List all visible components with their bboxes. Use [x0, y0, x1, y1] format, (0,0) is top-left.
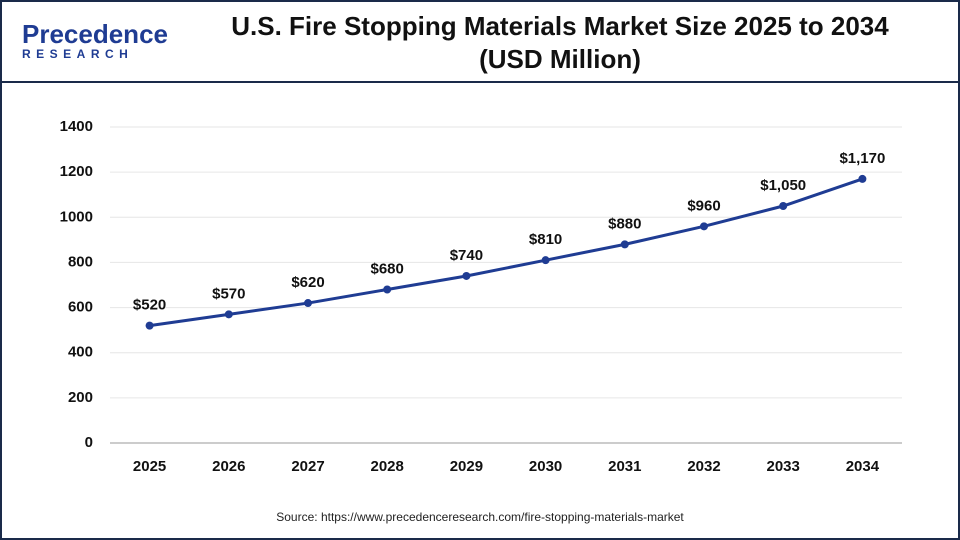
brand-sub: RESEARCH — [22, 47, 133, 61]
x-tick-label: 2026 — [212, 458, 245, 475]
y-tick-label: 0 — [85, 434, 93, 451]
x-tick-label: 2034 — [846, 458, 880, 475]
x-tick-label: 2032 — [687, 458, 720, 475]
y-tick-label: 800 — [68, 253, 93, 270]
y-tick-label: 400 — [68, 344, 93, 361]
data-label: $960 — [687, 197, 720, 214]
y-tick-label: 1200 — [60, 163, 93, 180]
x-tick-label: 2028 — [371, 458, 404, 475]
data-label: $740 — [450, 247, 483, 264]
series-line — [149, 177, 863, 328]
data-label: $620 — [291, 274, 324, 291]
point — [224, 310, 233, 319]
data-label: $520 — [133, 297, 166, 314]
y-tick-label: 200 — [68, 389, 93, 406]
data-label: $680 — [371, 260, 404, 277]
point — [383, 285, 392, 294]
point — [700, 222, 708, 231]
point — [541, 256, 550, 265]
x-tick-label: 2029 — [450, 458, 483, 475]
data-label: $570 — [212, 285, 245, 302]
point — [145, 321, 154, 330]
y-tick-label: 600 — [68, 299, 93, 316]
y-tick-label: 1000 — [60, 208, 93, 225]
point — [462, 271, 471, 280]
data-label: $810 — [529, 231, 562, 248]
brand: Precedence — [22, 19, 168, 49]
source: Source: https://www.precedenceresearch.c… — [276, 510, 684, 524]
y-tick-label: 1400 — [60, 118, 93, 135]
x-tick-label: 2025 — [133, 458, 166, 475]
point — [858, 174, 867, 183]
x-tick-label: 2027 — [291, 458, 324, 475]
point — [620, 240, 629, 249]
chart-title: U.S. Fire Stopping Materials Market Size… — [231, 11, 889, 74]
point — [779, 202, 788, 210]
x-tick-label: 2033 — [767, 458, 800, 475]
data-label: $1,170 — [839, 150, 885, 167]
data-label: $880 — [608, 215, 641, 232]
x-tick-label: 2031 — [608, 458, 641, 475]
x-tick-label: 2030 — [529, 458, 562, 475]
point — [304, 299, 312, 308]
data-label: $1,050 — [760, 177, 806, 194]
